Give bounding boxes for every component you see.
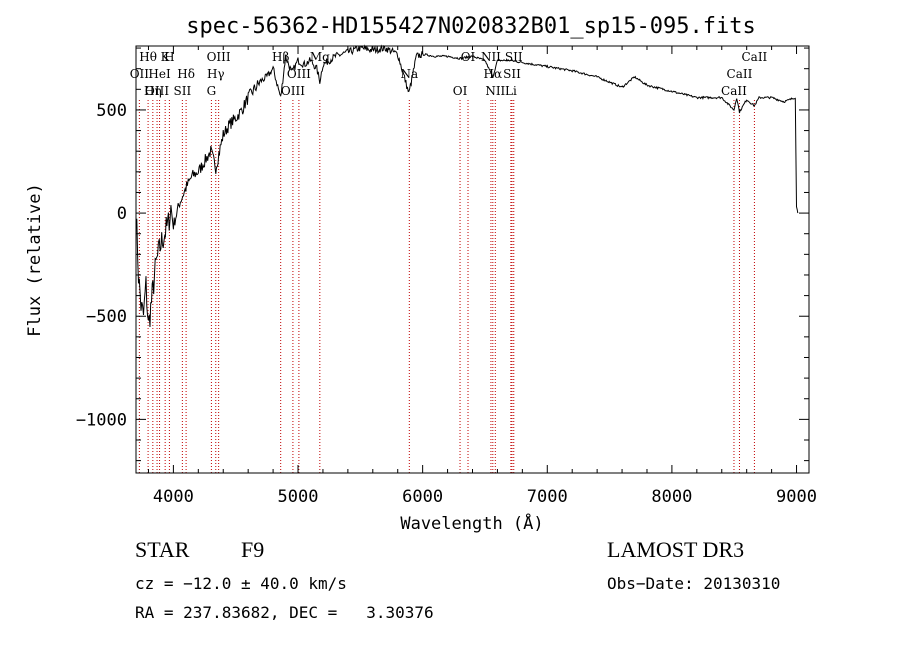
x-tick-label: 5000 [278, 487, 319, 507]
marker-label: NII [481, 50, 501, 64]
y-tick-label: 0 [117, 204, 127, 224]
marker-label: Li [505, 84, 517, 98]
x-tick-label: 9000 [776, 487, 817, 507]
x-tick-label: 4000 [153, 487, 194, 507]
y-axis-label: Flux (relative) [25, 183, 45, 337]
marker-label: OIII [281, 84, 305, 98]
marker-label: SII [503, 67, 521, 81]
survey-name: LAMOST DR3 [607, 537, 745, 562]
redshift-cz: cz = −12.0 ± 40.0 km/s [135, 574, 347, 593]
plot-frame [135, 45, 810, 474]
chart-title: spec-56362-HD155427N020832B01_sp15-095.f… [186, 14, 756, 39]
marker-label: Hγ [207, 67, 225, 81]
marker-label: Hθ [139, 50, 157, 64]
marker-label: OII [130, 67, 150, 81]
y-tick-label: −1000 [76, 410, 127, 430]
marker-label: Hδ [177, 67, 195, 81]
marker-label: SII [174, 84, 192, 98]
marker-label: OIII [207, 50, 231, 64]
marker-label: Hα [484, 67, 503, 81]
x-axis: 4000 5000 6000 7000 8000 9000 [147, 46, 817, 507]
marker-label: OIII [145, 84, 169, 98]
y-tick-label: 500 [96, 101, 127, 121]
x-tick-label: 6000 [402, 487, 443, 507]
spectral-subclass: F9 [241, 537, 265, 562]
marker-label: G [207, 84, 217, 98]
marker-label: Hη [144, 84, 162, 98]
marker-label: CaII [721, 84, 747, 98]
object-type: STAR [135, 537, 190, 562]
y-axis: −1000 −500 0 500 [76, 47, 809, 462]
y-tick-label: −500 [86, 307, 127, 327]
x-axis-label: Wavelength (Å) [400, 512, 543, 534]
x-tick-label: 7000 [527, 487, 568, 507]
marker-label: OI [453, 84, 468, 98]
marker-label: Mg [310, 50, 330, 64]
ra-dec: RA = 237.83682, DEC = 3.30376 [135, 603, 434, 622]
line-markers: HθOIIOIIIKHeIHηHHδSIIOIIIHγGHβOIIIOIIIMg… [130, 50, 768, 473]
marker-label: K [161, 50, 171, 64]
marker-label: H [164, 50, 174, 64]
spectrum-line [135, 44, 799, 328]
marker-label: CaII [727, 67, 753, 81]
marker-label: NII [485, 84, 505, 98]
marker-label: CaII [741, 50, 767, 64]
marker-label: HeI [148, 67, 171, 81]
x-tick-label: 8000 [651, 487, 692, 507]
marker-label: OIII [287, 67, 311, 81]
obs-date: Obs−Date: 20130310 [607, 574, 781, 593]
